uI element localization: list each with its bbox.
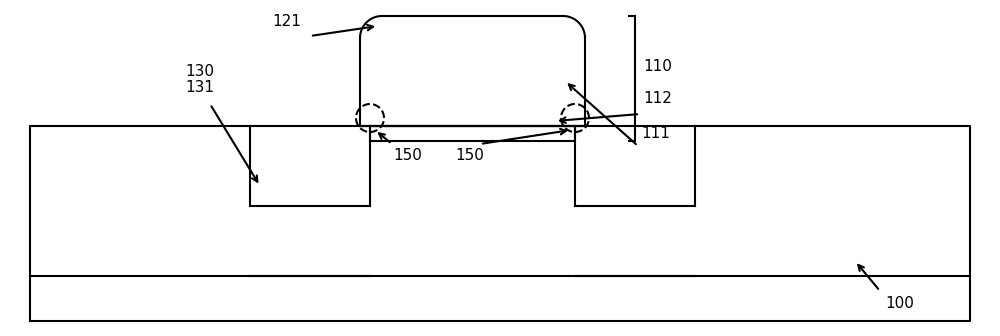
Text: 100: 100 [885,296,914,311]
Text: 130: 130 [185,64,214,79]
Text: 111: 111 [641,126,670,141]
Text: 112: 112 [643,91,672,106]
Text: 131: 131 [185,81,214,95]
Text: 110: 110 [643,59,672,74]
Text: 121: 121 [272,14,301,29]
Text: 150: 150 [393,148,422,163]
Text: 150: 150 [455,148,484,163]
